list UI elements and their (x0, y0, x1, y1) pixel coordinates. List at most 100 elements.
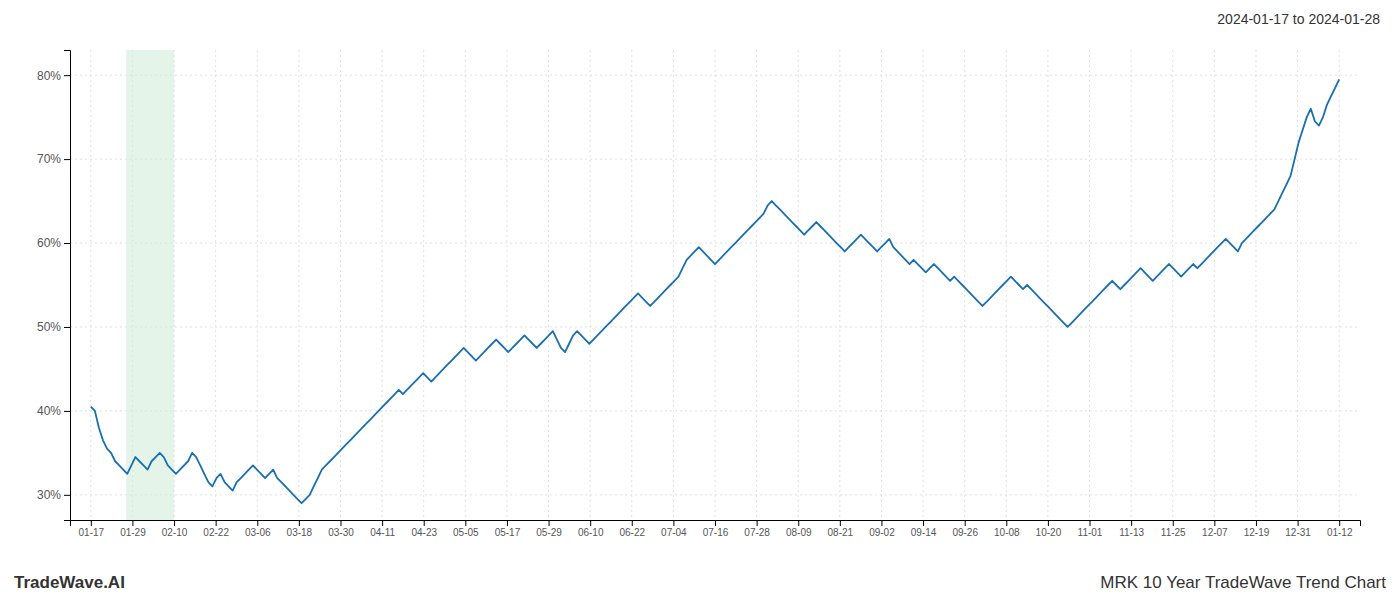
x-tick: 11-25 (1161, 520, 1186, 538)
y-tick: 50% (37, 320, 70, 334)
x-tick-label: 07-28 (744, 527, 770, 538)
x-tick-mark (424, 520, 425, 526)
x-tick-label: 12-19 (1244, 527, 1270, 538)
x-tick: 03-18 (287, 520, 313, 538)
x-tick-label: 01-12 (1327, 527, 1353, 538)
y-tick-mark (64, 243, 70, 244)
x-tick: 07-04 (661, 520, 687, 538)
chart-title: MRK 10 Year TradeWave Trend Chart (1100, 573, 1386, 592)
grid-line-y (70, 243, 1360, 244)
x-tick-label: 07-16 (703, 527, 729, 538)
x-tick-label: 04-11 (370, 527, 395, 538)
grid-line-x (548, 50, 549, 520)
grid-line-x (215, 50, 216, 520)
grid-line-x (881, 50, 882, 520)
x-tick: 10-20 (1036, 520, 1062, 538)
x-tick-mark (91, 520, 92, 526)
grid-line-x (1089, 50, 1090, 520)
y-axis: 30%40%50%60%70%80% (37, 51, 71, 521)
x-tick-label: 05-05 (453, 527, 479, 538)
x-tick: 01-12 (1327, 520, 1353, 538)
x-tick: 06-10 (578, 520, 604, 538)
grid-line-x (1006, 50, 1007, 520)
x-tick-label: 12-31 (1285, 527, 1311, 538)
x-tick: 05-17 (495, 520, 521, 538)
grid-line-x (673, 50, 674, 520)
x-tick: 07-16 (703, 520, 729, 538)
grid-line-x (1214, 50, 1215, 520)
y-tick-mark (64, 327, 70, 328)
grid-line-x (382, 50, 383, 520)
trend-line (91, 79, 1339, 503)
x-tick-mark (1006, 520, 1007, 526)
x-tick-label: 10-20 (1036, 527, 1062, 538)
x-tick-label: 07-04 (661, 527, 687, 538)
x-tick-label: 08-21 (828, 527, 854, 538)
x-tick-mark (757, 520, 758, 526)
x-tick-mark (965, 520, 966, 526)
x-tick: 10-08 (994, 520, 1020, 538)
x-tick-mark (382, 520, 383, 526)
x-tick-label: 03-06 (245, 527, 271, 538)
x-tick-label: 08-09 (786, 527, 812, 538)
x-tick: 07-28 (744, 520, 770, 538)
shaded-span (126, 50, 174, 520)
x-axis: 01-1701-2902-1002-2203-0603-1803-3004-11… (71, 520, 1361, 538)
x-tick: 06-22 (619, 520, 645, 538)
y-tick-mark (64, 495, 70, 496)
x-tick-mark (632, 520, 633, 526)
texts: 2024-01-17 to 2024-01-28MRK 10 Year Trad… (14, 11, 1386, 592)
y-tick-label: 40% (37, 404, 61, 418)
y-tick-mark (64, 159, 70, 160)
y-tick-mark (64, 75, 70, 76)
y-tick: 40% (37, 404, 70, 418)
x-tick: 05-05 (453, 520, 479, 538)
y-tick-label: 80% (37, 69, 61, 83)
x-tick-mark (549, 520, 550, 526)
x-tick-mark (881, 520, 882, 526)
x-tick: 04-11 (370, 520, 395, 538)
grid-line-x (590, 50, 591, 520)
grid-line-x (465, 50, 466, 520)
chart-svg: 30%40%50%60%70%80%01-1701-2902-1002-2203… (0, 0, 1400, 600)
grid-line-x (506, 50, 507, 520)
grid-line-x (1172, 50, 1173, 520)
x-tick: 12-19 (1244, 520, 1270, 538)
x-tick: 08-09 (786, 520, 812, 538)
y-tick: 80% (37, 69, 70, 83)
x-tick-mark (1048, 520, 1049, 526)
x-tick-label: 09-26 (952, 527, 978, 538)
x-tick: 11-01 (1078, 520, 1103, 538)
x-tick-mark (923, 520, 924, 526)
marks (91, 50, 1339, 520)
grid-line-x (756, 50, 757, 520)
grid-line-x (1131, 50, 1132, 520)
grid-line-x (257, 50, 258, 520)
y-axis-line (64, 51, 71, 521)
x-tick: 09-02 (869, 520, 895, 538)
x-tick: 08-21 (828, 520, 854, 538)
x-tick-mark (1214, 520, 1215, 526)
x-tick-label: 01-29 (120, 527, 146, 538)
y-tick: 70% (37, 152, 70, 166)
x-tick-mark (798, 520, 799, 526)
x-tick-label: 05-17 (495, 527, 521, 538)
x-tick-label: 06-22 (619, 527, 645, 538)
x-tick: 04-23 (411, 520, 437, 538)
x-tick-mark (174, 520, 175, 526)
chart-container: 30%40%50%60%70%80%01-1701-2902-1002-2203… (0, 0, 1400, 600)
y-tick: 60% (37, 236, 70, 250)
x-tick: 12-07 (1202, 520, 1228, 538)
grid-line-x (1339, 50, 1340, 520)
grid-line-x (298, 50, 299, 520)
x-tick: 01-17 (79, 520, 105, 538)
x-tick-mark (1256, 520, 1257, 526)
x-tick-label: 01-17 (79, 527, 105, 538)
grid-line-x (631, 50, 632, 520)
x-tick-label: 02-10 (162, 527, 188, 538)
grid (70, 50, 1360, 520)
x-tick: 09-14 (911, 520, 937, 538)
grid-line-x (1297, 50, 1298, 520)
x-tick-label: 11-25 (1161, 527, 1186, 538)
grid-line-x (964, 50, 965, 520)
